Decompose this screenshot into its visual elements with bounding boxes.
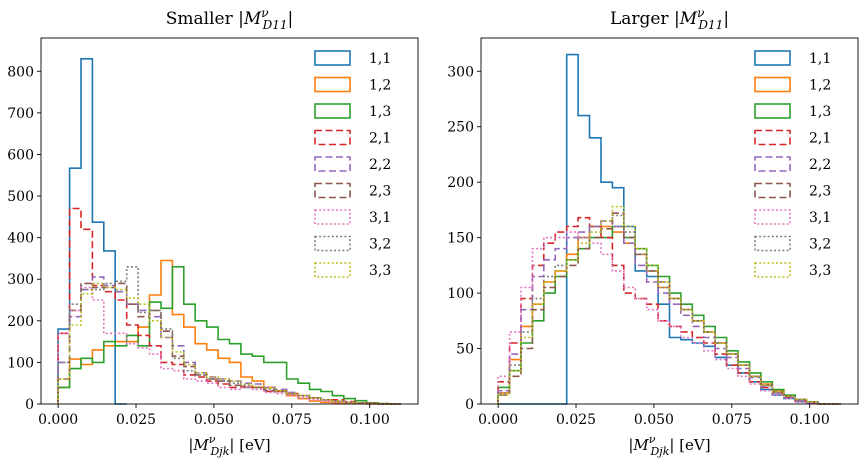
legend-label: 1,3 bbox=[809, 104, 831, 120]
legend-swatch bbox=[314, 262, 351, 278]
x-tick-label: 0.000 bbox=[38, 412, 78, 428]
x-tick-label: 0.025 bbox=[556, 412, 596, 428]
legend-swatch bbox=[754, 182, 791, 199]
y-tick-label: 200 bbox=[447, 175, 474, 191]
chart-title: Larger |Mν D11| bbox=[610, 6, 729, 32]
series-2-1-histogram bbox=[497, 216, 841, 405]
legend-label: 3,3 bbox=[809, 263, 831, 279]
y-tick-label: 400 bbox=[7, 231, 34, 247]
y-tick-label: 500 bbox=[7, 189, 34, 205]
legend-label: 3,1 bbox=[369, 210, 391, 226]
legend-label: 2,2 bbox=[809, 157, 831, 173]
x-tick-label: 0.050 bbox=[194, 412, 234, 428]
x-tick-label: 0.100 bbox=[350, 412, 390, 428]
y-tick-label: 100 bbox=[7, 355, 34, 371]
legend-label: 3,2 bbox=[369, 237, 391, 253]
series-1-3-histogram bbox=[497, 225, 841, 405]
legend-swatch bbox=[314, 76, 351, 93]
legend-label: 1,1 bbox=[809, 51, 831, 67]
legend-label: 1,2 bbox=[809, 78, 831, 94]
plot-frame bbox=[480, 37, 859, 405]
x-tick-label: 0.000 bbox=[478, 412, 518, 428]
series-1-3-histogram bbox=[57, 266, 401, 405]
x-axis-label: |Mν Djk| [eV] bbox=[628, 433, 710, 458]
legend: 1,1 1,2 1,3 2,1 2,2 2,3 3,1 3,2 3,3 bbox=[314, 50, 391, 279]
legend-label: 2,3 bbox=[809, 184, 831, 200]
x-axis-label: |Mν Djk| [eV] bbox=[188, 433, 270, 458]
legend-swatch bbox=[314, 182, 351, 199]
legend-swatch bbox=[754, 103, 791, 119]
y-tick-label: 50 bbox=[456, 342, 474, 358]
legend-swatch bbox=[754, 209, 791, 225]
legend-label: 3,2 bbox=[809, 237, 831, 253]
legend-label: 3,1 bbox=[809, 210, 831, 226]
plot-frame bbox=[40, 37, 419, 405]
x-tick-label: 0.075 bbox=[272, 412, 312, 428]
y-tick-label: 100 bbox=[447, 286, 474, 302]
legend-swatch bbox=[314, 129, 351, 146]
legend-label: 1,3 bbox=[369, 104, 391, 120]
right-histogram-panel: Larger |Mν D11| 0.000 0.025 0.050 0.075 0.100 0… bbox=[447, 6, 859, 458]
legend-swatch bbox=[314, 50, 351, 66]
legend-swatch bbox=[754, 129, 791, 146]
legend: 1,1 1,2 1,3 2,1 2,2 2,3 3,1 3,2 3,3 bbox=[754, 50, 831, 279]
y-tick-label: 250 bbox=[447, 120, 474, 136]
legend-swatch bbox=[314, 235, 351, 252]
legend-swatch bbox=[754, 76, 791, 93]
y-tick-label: 700 bbox=[7, 106, 34, 122]
y-tick-label: 800 bbox=[7, 64, 34, 80]
legend-swatch bbox=[754, 156, 791, 172]
series-3-1-histogram bbox=[497, 231, 841, 405]
legend-label: 2,2 bbox=[369, 157, 391, 173]
x-tick-label: 0.050 bbox=[634, 412, 674, 428]
y-tick-label: 0 bbox=[25, 397, 34, 413]
series-2-2-histogram bbox=[497, 220, 841, 405]
x-tick-label: 0.025 bbox=[116, 412, 156, 428]
series-3-2-histogram bbox=[57, 266, 401, 405]
y-tick-label: 300 bbox=[447, 64, 474, 80]
y-tick-label: 150 bbox=[447, 231, 474, 247]
chart-title: Smaller |Mν D11| bbox=[166, 6, 293, 32]
y-tick-label: 0 bbox=[465, 397, 474, 413]
legend-swatch bbox=[754, 235, 791, 252]
legend-label: 1,1 bbox=[369, 51, 391, 67]
x-tick-label: 0.100 bbox=[790, 412, 830, 428]
y-tick-label: 200 bbox=[7, 314, 34, 330]
x-tick-label: 0.075 bbox=[712, 412, 752, 428]
series-3-2-histogram bbox=[497, 214, 841, 405]
legend-swatch bbox=[314, 209, 351, 225]
y-tick-label: 300 bbox=[7, 272, 34, 288]
left-histogram-panel: Smaller |Mν D11| 0.000 0.025 0.050 0.075 0.100… bbox=[7, 6, 419, 458]
legend-label: 2,3 bbox=[369, 184, 391, 200]
series-3-3-histogram bbox=[497, 205, 841, 405]
legend-label: 2,1 bbox=[809, 131, 831, 147]
legend-swatch bbox=[314, 103, 351, 119]
legend-swatch bbox=[754, 50, 791, 66]
series-1-2-histogram bbox=[57, 259, 401, 405]
legend-swatch bbox=[754, 262, 791, 278]
y-tick-label: 600 bbox=[7, 147, 34, 163]
legend-label: 1,2 bbox=[369, 78, 391, 94]
legend-swatch bbox=[314, 156, 351, 172]
legend-label: 2,1 bbox=[369, 131, 391, 147]
legend-label: 3,3 bbox=[369, 263, 391, 279]
series-2-1-histogram bbox=[57, 207, 401, 405]
